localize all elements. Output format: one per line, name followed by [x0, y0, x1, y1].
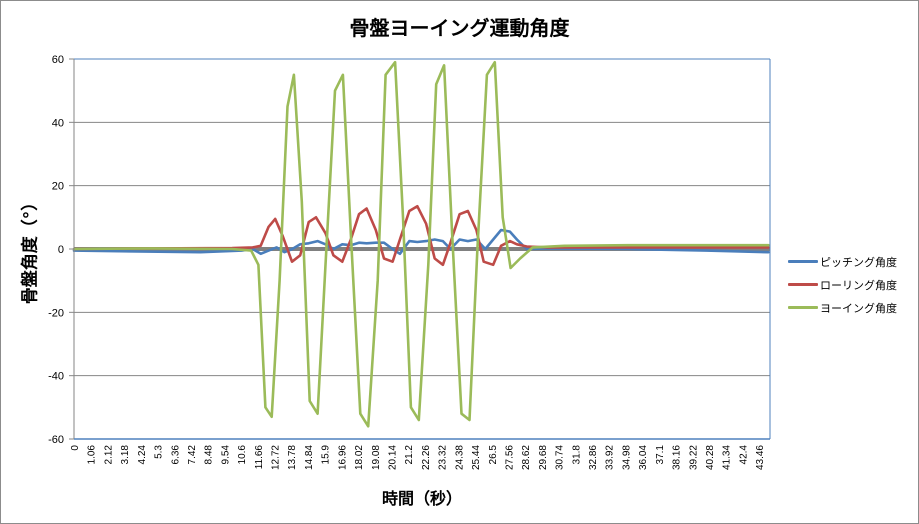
legend-item-rolling: ローリング角度: [788, 273, 897, 296]
legend-item-pitching: ピッチング角度: [788, 250, 897, 273]
x-tick-label: 30.74: [555, 445, 566, 470]
data-series: [72, 60, 770, 428]
x-tick-label: 3.18: [120, 445, 131, 465]
x-tick-label: 1.06: [87, 445, 98, 465]
x-tick-label: 33.92: [605, 445, 616, 470]
series-line: [72, 228, 770, 256]
x-tick-label: 26.5: [488, 445, 499, 465]
x-tick-label: 42.4: [738, 445, 749, 465]
x-tick-label: 19.08: [371, 445, 382, 470]
x-tick-label: 15.9: [321, 445, 332, 465]
x-tick-label: 29.68: [538, 445, 549, 470]
x-tick-label: 25.44: [471, 445, 482, 470]
x-tick-label: 22.26: [421, 445, 432, 470]
x-tick-label: 0: [70, 445, 81, 451]
y-tick-label: -60: [48, 434, 64, 446]
x-tick-label: 10.6: [237, 445, 248, 465]
x-tick-label: 12.72: [271, 445, 282, 470]
legend-swatch-red: [788, 283, 818, 286]
y-tick-label: 60: [52, 54, 64, 66]
y-tick-label: -40: [48, 371, 64, 383]
axes: [69, 58, 771, 440]
legend-swatch-green: [788, 306, 818, 309]
x-tick-label: 7.42: [187, 445, 198, 465]
x-tick-label: 21.2: [404, 445, 415, 465]
x-tick-label: 40.28: [705, 445, 716, 470]
y-tick-label: 20: [52, 181, 64, 193]
x-tick-label: 28.62: [521, 445, 532, 470]
x-tick-label: 39.22: [688, 445, 699, 470]
x-tick-label: 38.16: [672, 445, 683, 470]
x-tick-label: 27.56: [504, 445, 515, 470]
x-tick-label: 32.86: [588, 445, 599, 470]
x-tick-label: 34.98: [621, 445, 632, 470]
x-tick-label: 18.02: [354, 445, 365, 470]
x-tick-label: 13.78: [287, 445, 298, 470]
x-tick-label: 36.04: [638, 445, 649, 470]
legend-item-yawing: ヨーイング角度: [788, 296, 897, 319]
x-tick-label: 11.66: [254, 445, 265, 470]
x-tick-label: 43.46: [755, 445, 766, 470]
x-tick-label: 5.3: [154, 445, 165, 459]
y-tick-label: 0: [58, 244, 64, 256]
legend-label: ローリング角度: [820, 278, 897, 292]
x-tick-label: 23.32: [438, 445, 449, 470]
legend-label: ピッチング角度: [820, 255, 897, 269]
series-line: [72, 60, 770, 428]
x-tick-label: 14.84: [304, 445, 315, 470]
x-tick-label: 31.8: [571, 445, 582, 465]
legend-label: ヨーイング角度: [820, 301, 897, 315]
chart-title: 骨盤ヨーイング運動角度: [349, 16, 570, 40]
series-line: [72, 204, 770, 267]
x-tick-label: 4.24: [137, 445, 148, 465]
x-tick-label: 6.36: [170, 445, 181, 465]
legend-swatch-blue: [788, 260, 818, 263]
x-axis-label: 時間（秒）: [381, 489, 462, 508]
y-tick-labels: 60 40 20 0 -20 -40 -60: [48, 54, 64, 446]
x-tick-label: 8.48: [204, 445, 215, 465]
legend: ピッチング角度 ローリング角度 ヨーイング角度: [788, 250, 897, 319]
x-tick-labels: 0 1.06 2.12 3.18 4.24 5.3 6.36 7.42 8.48 9.54 10.6…: [70, 445, 766, 470]
x-tick-label: 16.96: [337, 445, 348, 470]
y-tick-label: -20: [48, 307, 64, 319]
x-tick-label: 2.12: [103, 445, 114, 465]
x-tick-label: 20.14: [388, 445, 399, 470]
x-tick-label: 41.34: [722, 445, 733, 470]
x-tick-label: 9.54: [220, 445, 231, 465]
y-tick-label: 40: [52, 117, 64, 129]
x-tick-label: 24.38: [454, 445, 465, 470]
x-tick-label: 37.1: [655, 445, 666, 465]
